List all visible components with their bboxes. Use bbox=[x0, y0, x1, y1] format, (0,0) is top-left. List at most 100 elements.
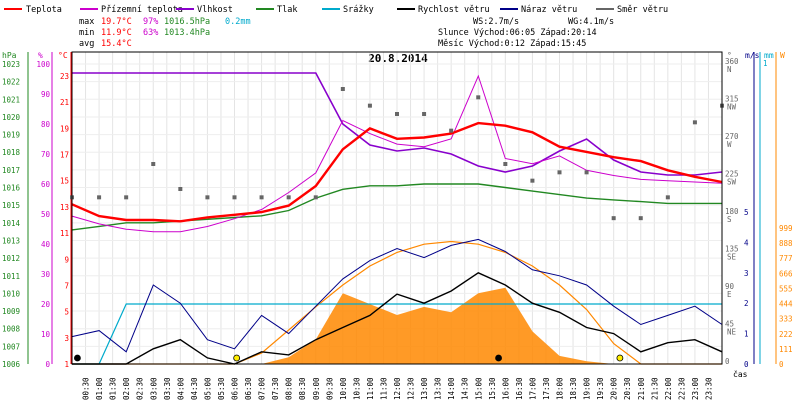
time-tick-label: 15:00 bbox=[474, 377, 483, 400]
smer-point bbox=[178, 187, 183, 191]
hpa-tick-label: 1009 bbox=[2, 307, 20, 316]
time-tick-label: 07:30 bbox=[271, 377, 280, 400]
pct-tick-label: 0 bbox=[45, 360, 50, 369]
dir-tick-deg: 135 bbox=[725, 245, 739, 254]
dir-tick-deg: 180 bbox=[725, 207, 739, 216]
info-wg: WG:4.1m/s bbox=[568, 17, 614, 27]
time-tick-label: 14:00 bbox=[447, 377, 456, 400]
time-tick-label: 22:30 bbox=[677, 377, 686, 400]
pct-tick-label: 80 bbox=[41, 120, 51, 129]
legend-vlhkost: Vlhkost bbox=[197, 5, 233, 15]
w-tick-label: 555 bbox=[779, 284, 793, 293]
axis-lines bbox=[27, 52, 777, 364]
time-tick-label: 20:00 bbox=[610, 377, 619, 400]
c-tick-label: 13 bbox=[60, 203, 69, 212]
legend-rychlost: Rychlost větru bbox=[418, 5, 490, 15]
smer-point bbox=[557, 170, 562, 175]
hpa-tick-label: 1011 bbox=[2, 272, 20, 281]
legend-naraz: Náraz větru bbox=[521, 5, 577, 15]
time-tick-label: 04:00 bbox=[176, 377, 185, 400]
time-tick-label: 03:00 bbox=[149, 377, 158, 400]
smer-point bbox=[422, 112, 427, 116]
unit-mm: mm bbox=[764, 51, 774, 60]
smer-point bbox=[665, 195, 670, 200]
series-rychlost bbox=[72, 272, 723, 365]
sunrise-marker bbox=[233, 354, 241, 362]
smer-point bbox=[611, 216, 616, 221]
time-tick-label: 17:00 bbox=[528, 377, 537, 400]
smer-point bbox=[205, 195, 210, 200]
time-tick-label: 21:30 bbox=[650, 377, 659, 400]
axis-units: hPa % °C ° m/s mm W čas bbox=[2, 51, 785, 379]
smer-point bbox=[367, 103, 372, 108]
smer-point bbox=[286, 195, 291, 200]
unit-deg: ° bbox=[727, 51, 732, 60]
time-tick-label: 13:00 bbox=[420, 377, 429, 400]
time-tick-label: 10:30 bbox=[352, 377, 361, 400]
chart-title: 20.8.2014 bbox=[368, 52, 428, 65]
hpa-tick-label: 1007 bbox=[2, 342, 20, 351]
time-tick-label: 02:30 bbox=[136, 377, 145, 400]
time-tick-label: 01:00 bbox=[95, 377, 104, 400]
c-tick-label: 19 bbox=[60, 124, 69, 133]
series-teplota bbox=[71, 121, 723, 223]
ms-tick-label: 2 bbox=[744, 299, 749, 308]
time-tick-label: 12:00 bbox=[393, 377, 402, 400]
time-tick-label: 08:00 bbox=[285, 377, 294, 400]
time-tick-label: 10:00 bbox=[339, 377, 348, 400]
hpa-tick-label: 1017 bbox=[2, 166, 20, 175]
w-tick-label: 999 bbox=[779, 224, 793, 233]
stat-avg-label: avg bbox=[79, 39, 94, 49]
dir-tick-deg: 45 bbox=[725, 320, 734, 329]
legend-tlak: Tlak bbox=[277, 5, 297, 15]
legend-prizemni-teplota: Přízemní teplota bbox=[101, 5, 183, 15]
pct-tick-label: 40 bbox=[41, 240, 51, 249]
smer-point bbox=[638, 216, 643, 221]
unit-hpa: hPa bbox=[2, 51, 17, 60]
mm-tick-label: 1 bbox=[763, 59, 768, 68]
time-tick-label: 08:30 bbox=[298, 377, 307, 400]
dir-tick-label: S bbox=[727, 215, 732, 224]
dir-tick-label: N bbox=[727, 65, 732, 74]
smer-point bbox=[395, 112, 399, 116]
time-tick-label: 05:30 bbox=[217, 377, 226, 400]
dir-tick-label: E bbox=[727, 290, 732, 299]
info-sun: Slunce Východ:06:05 Západ:20:14 bbox=[438, 28, 597, 38]
hpa-tick-label: 1023 bbox=[2, 60, 20, 69]
w-tick-label: 333 bbox=[779, 315, 793, 324]
ms-tick-label: 5 bbox=[744, 208, 749, 217]
c-tick-label: 7 bbox=[64, 281, 69, 290]
stat-min-hum: 63% bbox=[143, 28, 158, 38]
pct-tick-label: 20 bbox=[41, 300, 51, 309]
time-tick-label: 19:30 bbox=[596, 377, 605, 400]
hpa-tick-label: 1010 bbox=[2, 289, 21, 298]
hpa-tick-label: 1020 bbox=[2, 113, 21, 122]
c-tick-label: 3 bbox=[64, 334, 69, 343]
dir-tick-label: W bbox=[727, 140, 732, 149]
stat-max-press: 1016.5hPa bbox=[164, 17, 210, 27]
w-tick-label: 111 bbox=[779, 345, 793, 354]
c-tick-label: 23 bbox=[60, 72, 69, 81]
time-tick-label: 12:30 bbox=[407, 377, 416, 400]
stats-block: max 19.7°C 97% 1016.5hPa 0.2mm min 11.9°… bbox=[79, 17, 251, 49]
hpa-tick-label: 1006 bbox=[2, 360, 21, 369]
solar-area bbox=[72, 287, 722, 364]
stat-max-temp: 19.7°C bbox=[101, 17, 132, 27]
hpa-tick-label: 1016 bbox=[2, 184, 21, 193]
hpa-tick-label: 1012 bbox=[2, 254, 20, 263]
time-tick-label: 09:30 bbox=[325, 377, 334, 400]
ms-tick-label: 3 bbox=[744, 269, 749, 278]
smer-point bbox=[313, 195, 318, 200]
ms-tick-label: 4 bbox=[744, 238, 749, 247]
stat-max-rain: 0.2mm bbox=[225, 17, 251, 27]
time-tick-label: 17:30 bbox=[542, 377, 551, 400]
stat-min-label: min bbox=[79, 28, 94, 38]
time-tick-label: 11:00 bbox=[366, 377, 375, 400]
dir-tick-deg: 90 bbox=[725, 282, 735, 291]
dir-tick-label: SW bbox=[727, 178, 737, 187]
hpa-tick-label: 1008 bbox=[2, 325, 21, 334]
time-tick-label: 15:30 bbox=[488, 377, 497, 400]
dir-tick-deg: 315 bbox=[725, 95, 739, 104]
legend-srazky: Srážky bbox=[343, 5, 374, 15]
dir-tick-label: NW bbox=[727, 103, 737, 112]
